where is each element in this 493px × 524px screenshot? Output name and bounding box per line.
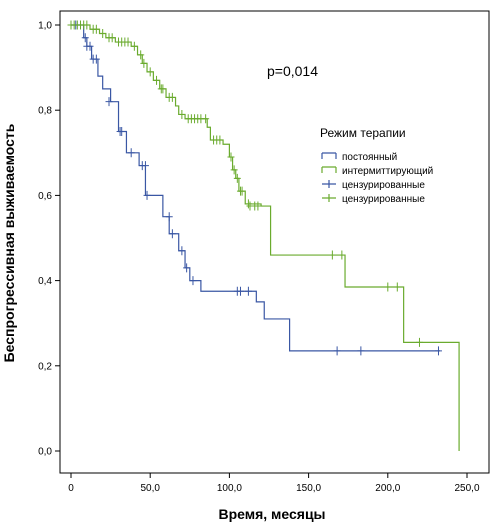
censor-mark	[130, 41, 138, 51]
censor-marks	[67, 20, 442, 356]
censor-mark	[165, 212, 173, 222]
x-axis-ticks: 0 50,0 100,0 150,0 200,0 250,0	[68, 473, 480, 494]
censor-mark	[99, 29, 107, 39]
legend-line-swatch	[321, 152, 337, 159]
p-value-annotation: p=0,014	[267, 63, 318, 79]
censor-mark	[141, 161, 149, 171]
legend-label: постоянный	[342, 152, 397, 163]
y-tick-label: 0,8	[38, 106, 52, 117]
censor-mark	[202, 114, 210, 124]
censor-mark	[244, 199, 252, 209]
censor-mark	[244, 286, 252, 296]
censor-mark	[238, 186, 246, 196]
y-axis-title: Беспрогрессивная выживаемость	[1, 123, 17, 362]
censor-mark	[81, 33, 89, 43]
x-tick-label: 200,0	[375, 483, 400, 494]
x-tick-label: 50,0	[140, 483, 160, 494]
censor-mark	[236, 286, 244, 296]
censor-mark	[393, 282, 401, 292]
censor-mark	[183, 263, 191, 273]
censor-mark	[227, 152, 235, 162]
x-tick-label: 250,0	[454, 483, 479, 494]
legend-cross-swatch	[322, 180, 336, 188]
censor-mark	[127, 148, 135, 158]
censor-mark	[338, 250, 346, 260]
legend-label: интермиттирующий	[342, 166, 433, 177]
censor-mark	[137, 50, 145, 60]
censor-mark	[168, 92, 176, 102]
censor-mark	[92, 24, 100, 34]
censor-mark	[328, 250, 336, 260]
x-tick-label: 100,0	[217, 483, 242, 494]
censor-mark	[233, 173, 241, 183]
censor-mark	[143, 190, 151, 200]
legend: постоянный интермиттирующий цензурированны…	[321, 152, 433, 205]
y-axis-ticks: 0,0 0,2 0,4 0,6 0,8 1,0	[38, 21, 60, 458]
censor-mark	[146, 67, 154, 77]
censor-mark	[168, 229, 176, 239]
censor-mark	[124, 37, 132, 47]
x-tick-label: 0	[68, 483, 74, 494]
censor-mark	[159, 84, 167, 94]
censor-mark	[415, 337, 423, 347]
censor-mark	[178, 109, 186, 119]
censor-mark	[333, 346, 341, 356]
censor-mark	[83, 20, 91, 30]
censor-mark	[86, 41, 94, 51]
plot-frame	[59, 10, 490, 474]
censor-mark	[92, 54, 100, 64]
legend-cross-swatch	[322, 194, 336, 202]
y-tick-label: 1,0	[38, 21, 52, 32]
y-tick-label: 0,6	[38, 191, 52, 202]
censor-mark	[153, 75, 161, 85]
censor-mark	[118, 127, 126, 136]
x-axis-title: Время, месяцы	[218, 506, 325, 522]
legend-label: цензурированные	[342, 180, 425, 191]
y-tick-label: 0,4	[38, 276, 52, 287]
legend-label: цензурированные	[342, 194, 425, 205]
censor-mark	[216, 135, 224, 145]
censor-mark	[178, 246, 186, 256]
censor-mark	[140, 58, 148, 68]
legend-line-swatch	[321, 166, 337, 173]
x-tick-label: 150,0	[296, 483, 321, 494]
censor-mark	[230, 165, 238, 175]
censor-mark	[357, 346, 365, 356]
censor-mark	[254, 201, 262, 211]
censor-mark	[434, 346, 442, 356]
censor-mark	[384, 282, 392, 292]
legend-title: Режим терапии	[320, 126, 406, 140]
y-tick-label: 0,2	[38, 361, 52, 372]
censor-mark	[108, 33, 116, 43]
censor-mark	[189, 276, 197, 286]
censor-mark	[105, 97, 113, 107]
y-tick-label: 0,0	[38, 447, 52, 458]
